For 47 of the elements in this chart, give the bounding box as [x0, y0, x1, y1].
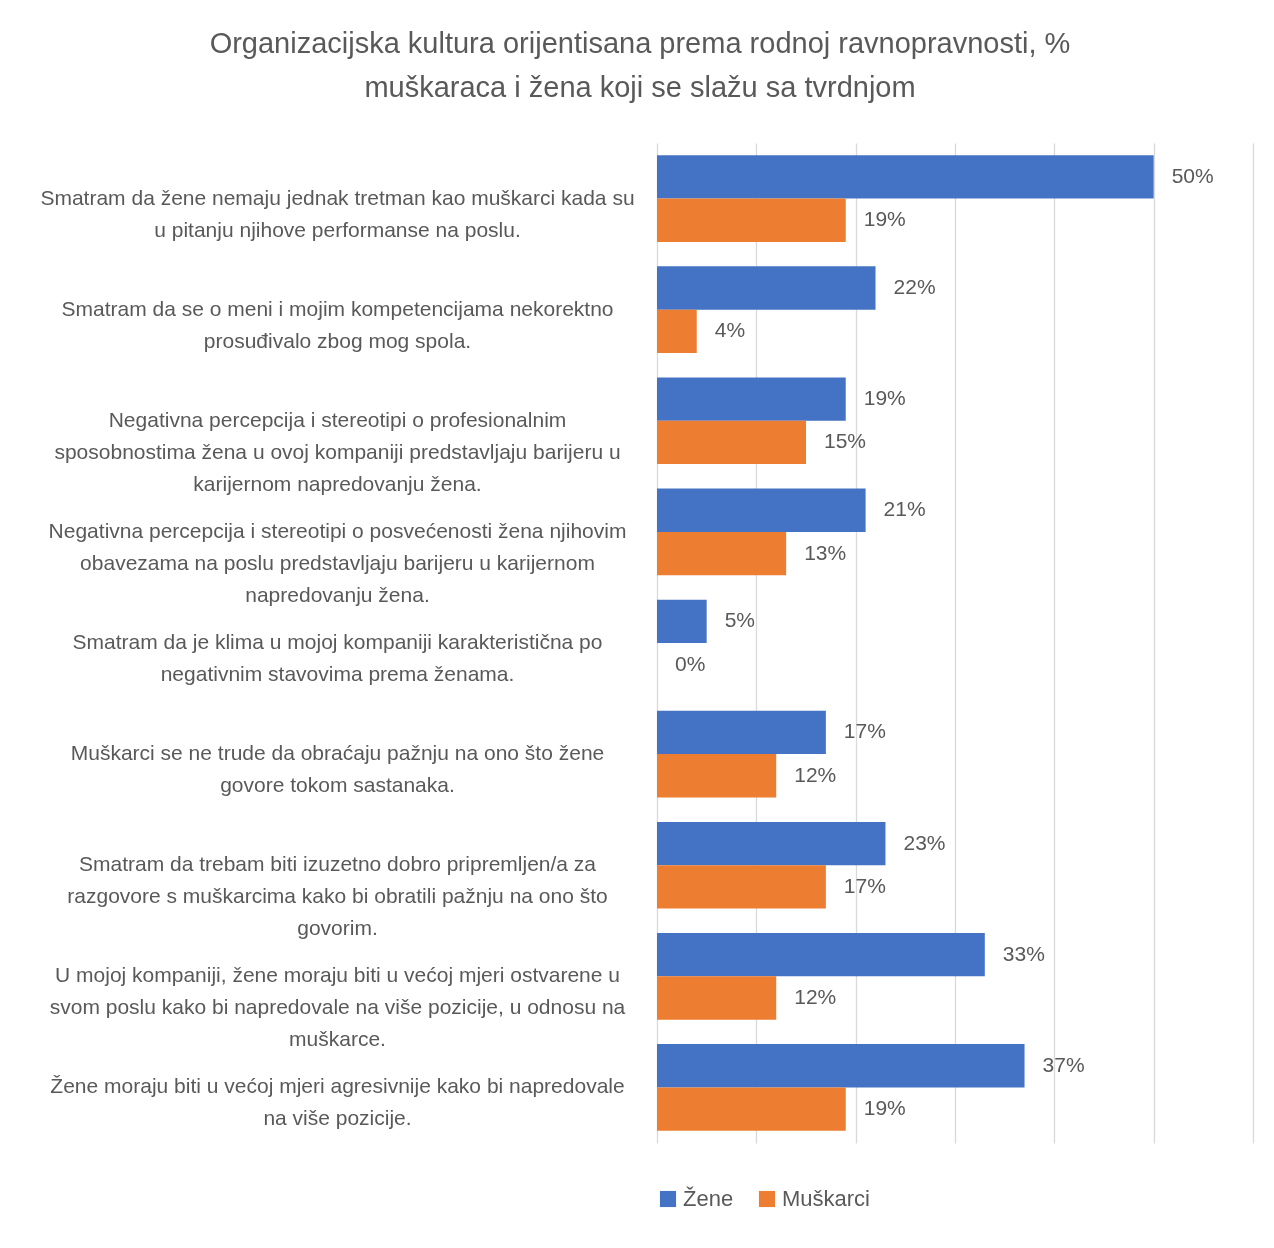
y-tick-label: Negativna percepcija i stereotipi o posvećenosti žena njihovim obavezama na poslu predstavljaju barijeru u karijernom napredovanju žena.: [48, 518, 627, 606]
bar: [657, 821, 886, 866]
data-label: 17%: [843, 719, 886, 743]
legend-label: Muškarci: [782, 1186, 871, 1211]
y-tick-label: Smatram da se o meni i mojim kompetencijama nekorektno prosuđivalo zbog mog spola.: [61, 296, 614, 352]
data-label: 12%: [794, 762, 837, 786]
chart-title: Organizacijska kultura orijentisana prema rodnoj ravnopravnosti, % muškaraca i žena koji se slažu sa tvrdnjom: [209, 27, 1071, 103]
data-label: 23%: [903, 830, 946, 854]
bar: [657, 1044, 1025, 1088]
bar: [657, 155, 1154, 199]
data-label: 19%: [863, 386, 906, 410]
data-label: 15%: [824, 429, 867, 453]
data-label: 50%: [1171, 163, 1214, 187]
y-tick-label: Smatram da trebam biti izuzetno dobro pripremljen/a za razgovore s muškarcima kako bi obratili pažnju na ono što govorim.: [67, 852, 608, 940]
data-label: 12%: [794, 985, 837, 1008]
y-tick-label: Smatram da žene nemaju jednak tretman kao muškarci kada su u pitanju njihove performanse na poslu.: [40, 185, 635, 241]
bar: [657, 754, 777, 798]
bar: [657, 710, 826, 755]
data-label: 17%: [843, 873, 886, 897]
bar: [657, 266, 876, 310]
bar: [657, 420, 806, 465]
data-label: 37%: [1042, 1052, 1085, 1076]
y-tick-label: Muškarci se ne trude da obraćaju pažnju na ono što žene govore tokom sastanaka.: [70, 741, 605, 797]
bar: [657, 933, 985, 977]
legend-label: Žene: [683, 1186, 734, 1211]
data-label: 21%: [883, 497, 926, 521]
bar: [657, 198, 846, 242]
bar: [657, 599, 707, 643]
bar: [657, 488, 866, 532]
bar: [657, 1087, 846, 1131]
y-tick-label: Negativna percepcija i stereotipi o profesionalnim sposobnostima žena u ovoj kompaniji predstavljaju barijeru u karijernom napredovanju žena.: [54, 407, 621, 495]
data-label: 33%: [1002, 941, 1045, 965]
data-label: 22%: [893, 275, 936, 298]
data-label: 19%: [863, 207, 906, 231]
data-label: 19%: [863, 1096, 906, 1120]
data-label: 4%: [714, 318, 746, 342]
y-tick-label: Žene moraju biti u većoj mjeri agresivnije kako bi napredovale na više pozicije.: [50, 1074, 625, 1130]
data-label: 0%: [675, 651, 706, 675]
y-tick-label: Smatram da je klima u mojoj kompaniji karakteristična po negativnim stavovima prema ženama.: [72, 630, 603, 685]
bar: [657, 377, 846, 421]
data-label: 5%: [724, 608, 756, 632]
bar: [657, 309, 697, 353]
bar: [657, 865, 826, 909]
bar: [657, 531, 787, 576]
data-label: 13%: [804, 540, 847, 564]
bar: [657, 976, 777, 1020]
y-tick-label: U mojoj kompaniji, žene moraju biti u većoj mjeri ostvarene u svom poslu kako bi napredovale na više pozicije, u odnosu na muškarce.: [49, 963, 626, 1051]
